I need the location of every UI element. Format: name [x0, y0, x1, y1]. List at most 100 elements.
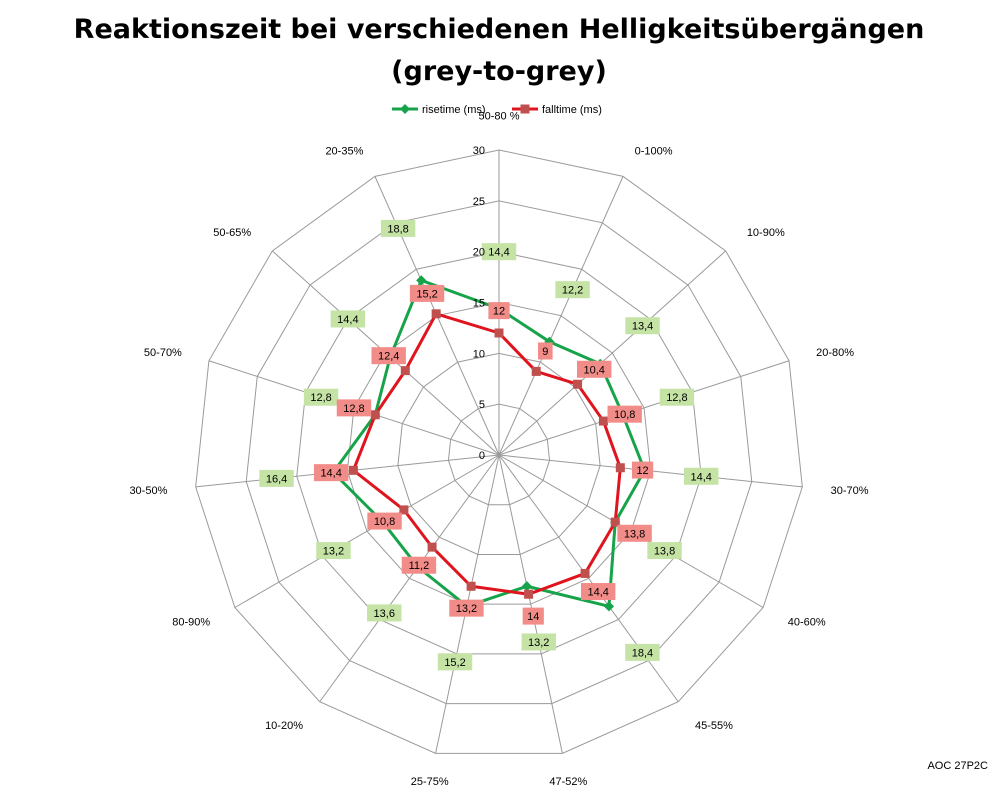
category-label: 20-35%	[325, 145, 363, 157]
data-point	[531, 366, 541, 376]
legend-marker	[400, 104, 410, 114]
series-line-0	[331, 278, 647, 608]
data-label: 12	[493, 306, 505, 318]
data-label: 18,4	[632, 647, 653, 659]
data-point	[598, 416, 608, 426]
data-label-bg	[576, 360, 612, 378]
grid-spoke	[498, 250, 726, 456]
data-point	[431, 309, 441, 319]
data-label-bg	[481, 243, 517, 261]
radial-tick-label: 0	[479, 450, 485, 462]
data-point	[370, 410, 380, 420]
data-label: 10,4	[583, 364, 604, 376]
data-label: 13,2	[456, 603, 477, 615]
data-label-bg	[580, 583, 616, 601]
data-label: 13,2	[323, 546, 344, 558]
data-label: 12,4	[378, 351, 399, 363]
data-label-bg	[659, 388, 695, 406]
category-label: 20-80%	[816, 347, 854, 359]
radial-tick-label: 15	[473, 298, 485, 310]
data-point	[521, 581, 532, 592]
category-label: 50-80 %	[479, 111, 520, 123]
radial-tick-label: 25	[473, 196, 485, 208]
grid-spoke	[319, 454, 500, 703]
data-label: 13,8	[624, 528, 645, 540]
data-point	[573, 379, 583, 389]
data-label-bg	[625, 317, 660, 335]
monitor-model-label: AOC 27P2C	[927, 760, 988, 772]
data-label-bg	[522, 607, 544, 625]
data-label: 14,4	[320, 468, 341, 480]
data-label: 11,2	[409, 560, 430, 572]
data-label-bg	[303, 388, 339, 406]
data-label: 9	[542, 346, 548, 358]
radial-tick-label: 10	[473, 348, 485, 360]
data-label-bg	[647, 542, 682, 560]
data-point	[399, 505, 409, 515]
data-label-bg	[367, 512, 402, 530]
data-label: 14,4	[587, 587, 608, 599]
category-label: 30-70%	[831, 485, 869, 497]
grid-spoke	[498, 454, 563, 754]
data-label-bg	[607, 405, 642, 423]
series-line-1	[351, 312, 622, 596]
data-point	[466, 581, 476, 591]
data-label-bg	[336, 399, 372, 417]
category-label: 47-52%	[549, 776, 587, 786]
category-label: 80-90%	[172, 617, 210, 629]
data-label-bg	[330, 310, 366, 328]
grid-spoke	[234, 454, 500, 608]
data-label: 12,8	[666, 392, 687, 404]
data-label-bg	[617, 524, 652, 542]
category-label: 40-60%	[788, 617, 826, 629]
chart-subtitle: (grey-to-grey)	[391, 56, 607, 87]
data-label-bg	[521, 633, 556, 651]
data-label: 12,2	[562, 285, 583, 297]
category-label: 50-65%	[213, 227, 251, 239]
data-label-bg	[684, 467, 719, 485]
data-label-bg	[371, 347, 406, 365]
data-label: 12,8	[310, 392, 331, 404]
grid-ring-25	[245, 200, 753, 705]
radar-grid	[195, 149, 803, 754]
data-point	[580, 568, 590, 578]
data-label-bg	[488, 302, 510, 320]
category-label: 45-55%	[695, 720, 733, 732]
data-label-bg	[449, 599, 484, 617]
legend-marker	[520, 104, 530, 114]
data-label: 14,4	[691, 471, 712, 483]
radial-tick-label: 30	[473, 145, 485, 157]
data-label: 18,8	[387, 223, 408, 235]
series-layer	[328, 275, 650, 612]
data-label-bg	[409, 284, 445, 302]
chart-title: Reaktionszeit bei verschiedenen Helligke…	[73, 14, 925, 45]
data-label: 16,4	[266, 473, 287, 485]
data-point	[416, 275, 427, 286]
grid-ring-30	[195, 149, 803, 754]
grid-spoke	[498, 360, 790, 456]
data-label: 15,2	[444, 657, 465, 669]
data-labels-layer: 14,4 12,2 13,4 12,8 14,4 13,8 18,4 13,2 15,2 13,6…	[259, 219, 719, 671]
data-label: 13,2	[528, 637, 549, 649]
data-point	[524, 589, 534, 599]
data-label: 12,8	[343, 403, 364, 415]
data-label-bg	[313, 464, 349, 482]
data-point	[494, 328, 504, 338]
grid-spoke	[498, 454, 679, 703]
data-label: 14,4	[337, 314, 358, 326]
data-label-bg	[538, 342, 553, 360]
data-point	[348, 465, 358, 475]
data-label-bg	[367, 604, 402, 622]
radial-ticks: 0 5 10 15 20 25 30	[473, 145, 485, 462]
data-label: 10,8	[374, 516, 395, 528]
data-point	[610, 517, 620, 527]
category-label: 30-50%	[129, 485, 167, 497]
data-label: 14,4	[488, 247, 509, 259]
data-label: 14	[527, 611, 539, 623]
category-label: 0-100%	[635, 145, 673, 157]
category-label: 10-20%	[265, 720, 303, 732]
grid-ring-5	[447, 403, 551, 506]
data-label: 13,8	[654, 546, 675, 558]
data-label: 12	[636, 465, 648, 477]
data-label-bg	[380, 219, 416, 237]
